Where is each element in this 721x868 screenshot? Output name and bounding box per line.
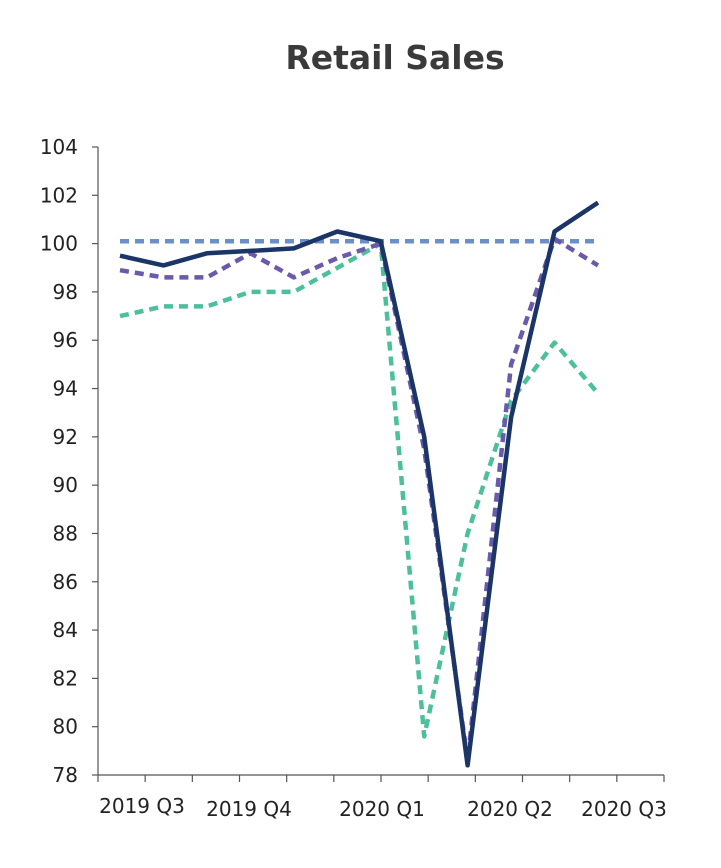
series-line-2 <box>119 236 600 763</box>
series-layer <box>119 200 600 768</box>
y-tick-label: 84 <box>53 618 78 642</box>
y-tick-label: 104 <box>40 135 78 159</box>
y-tick-label: 82 <box>53 666 78 690</box>
y-tick-label: 94 <box>53 377 78 401</box>
x-tick-label: 2019 Q3 <box>99 794 185 818</box>
y-tick-label: 80 <box>53 715 78 739</box>
x-tick-label: 2019 Q4 <box>206 797 292 821</box>
y-tick-label: 92 <box>53 425 78 449</box>
series-line-1 <box>119 200 600 768</box>
chart-title: Retail Sales <box>285 38 505 77</box>
y-tick-label: 78 <box>53 763 78 787</box>
y-tick-label: 100 <box>40 232 78 256</box>
x-tick-label: 2020 Q3 <box>581 797 667 821</box>
y-tick-label: 90 <box>53 473 78 497</box>
y-tick-label: 98 <box>53 280 78 304</box>
x-tick-label: 2020 Q2 <box>467 797 553 821</box>
axes: 78 80 82 84 86 88 90 92 94 96 98 100 102 104 2019 Q3 20… <box>40 135 667 821</box>
y-tick-label: 86 <box>53 570 78 594</box>
y-tick-label: 102 <box>40 183 78 207</box>
y-tick-label: 88 <box>53 521 78 545</box>
y-tick-label: 96 <box>53 328 78 352</box>
x-tick-label: 2020 Q1 <box>339 797 425 821</box>
